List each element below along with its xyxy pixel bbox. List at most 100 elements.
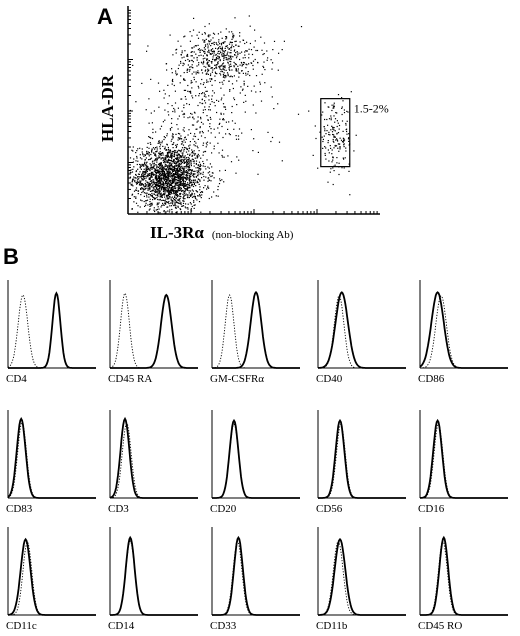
scatter-point [167,103,169,105]
isotype-control-curve [7,421,96,499]
scatter-point [135,170,138,172]
scatter-point [192,67,194,69]
scatter-point [229,76,231,78]
scatter-point [162,183,164,185]
scatter-point [207,68,209,70]
scatter-point [211,95,213,97]
scatter-point [213,41,215,43]
scatter-point [343,112,346,114]
scatter-point [173,176,176,178]
scatter-point [162,166,164,168]
scatter-point [190,181,192,183]
scatter-point [164,164,166,166]
scatter-point [176,145,178,147]
scatter-point [164,212,166,214]
scatter-point [225,36,228,38]
scatter-point [162,204,164,206]
scatter-point [172,193,174,195]
scatter-point [148,152,150,154]
marker-curve [212,290,300,369]
scatter-point [225,38,227,40]
scatter-point [214,136,216,138]
scatter-point [225,36,227,38]
scatter-point [207,51,209,53]
scatter-point [176,168,179,171]
scatter-point [347,111,349,113]
scatter-point [138,176,140,178]
scatter-point [156,178,159,180]
scatter-point [214,105,216,107]
scatter-point [218,100,220,102]
scatter-point [154,182,156,184]
scatter-point [222,63,224,65]
scatter-point [250,49,253,51]
scatter-point [180,202,182,204]
scatter-point [198,62,200,64]
scatter-point [187,197,189,199]
scatter-point [242,63,245,66]
scatter-point [153,110,155,112]
scatter-point [160,163,162,165]
scatter-point [140,184,142,186]
scatter-point [206,62,208,64]
scatter-point [185,151,188,153]
scatter-point [136,183,138,185]
scatter-point [206,115,208,117]
scatter-point [180,138,182,140]
scatter-point [177,167,179,169]
scatter-point [334,145,336,147]
scatter-point [167,176,169,178]
scatter-point [328,152,330,154]
scatter-point [330,119,332,121]
scatter-point [182,183,184,185]
scatter-point [201,72,204,74]
scatter-point [243,61,245,64]
scatter-point [146,146,148,148]
scatter-point [332,133,334,136]
scatter-point [148,182,151,184]
scatter-point [206,144,208,146]
scatter-point [177,139,179,141]
scatter-point [153,179,155,181]
scatter-point [217,48,219,50]
scatter-point [191,155,193,157]
scatter-point [227,47,229,49]
scatter-point [205,142,207,144]
scatter-point [189,169,192,171]
scatter-point [167,206,169,208]
scatter-point [222,55,224,57]
scatter-point [181,156,183,158]
scatter-point [145,202,147,204]
marker-curve [318,418,406,499]
scatter-point [163,210,165,212]
scatter-point [166,143,168,145]
scatter-point [183,175,185,177]
scatter-point [151,161,154,163]
scatter-point [166,133,168,135]
scatter-point [166,197,169,199]
scatter-point [333,105,335,108]
scatter-point [176,169,178,171]
scatter-point [223,42,225,44]
scatter-point [323,135,325,137]
scatter-point [145,187,147,189]
scatter-point [169,172,171,174]
scatter-point [175,151,177,154]
scatter-point [131,180,133,182]
scatter-point [348,170,350,172]
scatter-point [154,185,156,188]
scatter-point [204,185,206,187]
scatter-point [182,144,185,146]
scatter-point [177,171,179,173]
scatter-point [165,190,167,192]
scatter-point [328,131,330,133]
scatter-point [197,165,199,167]
scatter-point [182,154,184,156]
scatter-point [196,182,198,184]
scatter-point [216,73,218,75]
scatter-point [212,69,214,71]
scatter-point [189,176,191,178]
scatter-point [211,67,213,69]
scatter-point [140,194,142,196]
scatter-point [197,195,199,197]
